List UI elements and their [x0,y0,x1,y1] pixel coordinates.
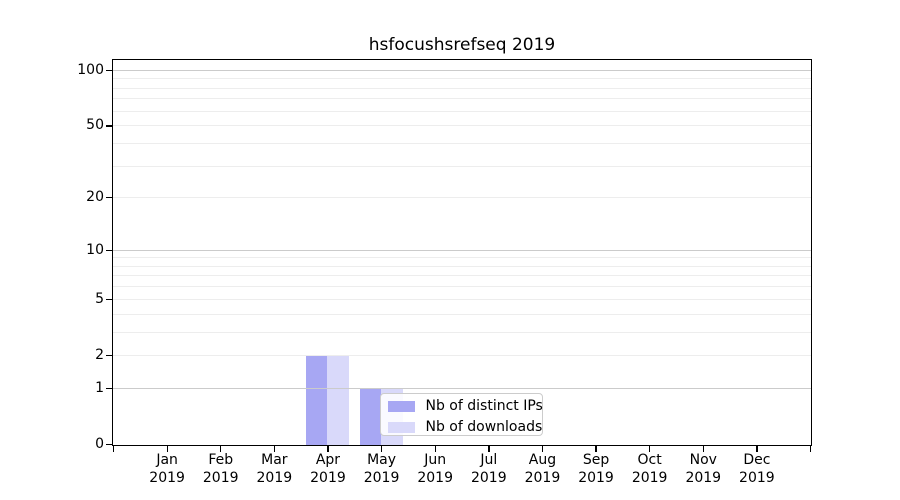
legend: Nb of distinct IPs Nb of downloads [379,392,543,436]
y-tick-label: 0 [95,436,104,452]
x-tick-mark [702,446,704,452]
plot-area: Nb of distinct IPs Nb of downloads [112,59,812,446]
x-tick-mark [380,446,383,452]
x-tick-label: Feb 2019 [189,452,253,487]
x-tick-year: 2019 [685,469,722,486]
y-tick-mark [106,125,113,127]
bar-apr-series0 [306,355,328,445]
y-tick-mark [106,197,113,199]
x-tick-year: 2019 [417,469,453,486]
gridline-minor [113,313,811,315]
x-tick-year: 2019 [256,469,293,486]
x-tick-label: Dec 2019 [725,452,789,487]
x-tick-year: 2019 [739,469,775,486]
x-tick-month: Apr [315,452,341,468]
x-tick-year: 2019 [149,469,185,486]
x-tick-mark [166,446,168,452]
x-tick-label: Jun 2019 [403,452,467,487]
gridline-minor [113,331,811,333]
gridline-major [113,387,811,389]
gridline-minor [113,265,811,267]
x-tick-label: Oct 2019 [618,452,682,487]
x-tick-year: 2019 [578,469,614,486]
x-tick-month: Mar [261,452,288,468]
gridline-minor [113,98,811,100]
gridline-minor [113,298,811,300]
x-tick-mark [273,446,276,452]
y-tick-mark [106,387,113,390]
x-tick-mark [220,446,222,452]
legend-item-distinct-ips: Nb of distinct IPs [387,398,543,415]
x-tick-mark [756,446,758,452]
gridline-minor [113,110,811,112]
gridline-minor [113,87,811,89]
x-tick-label: Apr 2019 [296,452,360,487]
gridline-major [113,249,811,251]
gridline-minor [113,142,811,144]
x-tick-year: 2019 [310,469,346,486]
x-tick-label: Jul 2019 [457,452,521,487]
x-tick-month: Jan [156,452,178,468]
x-tick-label: May 2019 [350,452,414,487]
x-tick-month: Jul [480,452,498,468]
y-tick-label: 20 [86,189,104,206]
x-tick-label: Mar 2019 [242,452,306,487]
x-tick-month: Sep [582,452,610,468]
x-tick-label: Aug 2019 [510,452,574,487]
x-tick-mark [541,446,544,452]
gridline-minor [113,354,811,356]
y-tick-mark [106,354,113,357]
x-tick-mark [112,446,115,452]
x-tick-year: 2019 [470,469,507,486]
x-tick-month: Nov [689,452,717,468]
x-tick-label: Nov 2019 [671,452,735,487]
y-tick-label: 2 [95,346,104,363]
legend-swatch-distinct-ips-icon [387,400,415,412]
x-tick-month: Feb [208,452,234,468]
bar-may-series0 [359,388,382,445]
legend-label-downloads: Nb of downloads [425,419,543,435]
x-tick-mark [595,446,597,452]
gridline-minor [113,125,811,127]
x-tick-year: 2019 [631,469,668,486]
gridline-minor [113,257,811,259]
y-tick-mark [106,249,113,251]
gridline-minor [113,78,811,80]
x-tick-mark [434,446,436,452]
x-tick-mark [809,446,812,452]
y-tick-label: 5 [95,290,104,307]
x-tick-month: Dec [743,452,771,468]
x-tick-year: 2019 [202,469,239,486]
y-tick-label: 1 [95,379,104,396]
y-tick-mark [106,444,113,446]
y-tick-label: 10 [86,241,104,258]
legend-label-distinct-ips: Nb of distinct IPs [425,398,543,414]
chart-title: hsfocushsrefseq 2019 [368,35,556,55]
x-tick-year: 2019 [363,469,400,486]
gridline-minor [113,275,811,277]
gridline-minor [113,286,811,288]
x-tick-month: May [367,452,397,468]
x-tick-year: 2019 [524,469,561,486]
legend-swatch-downloads-icon [387,421,415,433]
x-tick-month: Jun [424,452,447,468]
gridline-minor [113,197,811,199]
x-tick-month: Aug [528,452,557,468]
bar-apr-series1 [327,355,349,445]
x-tick-mark [649,446,651,452]
gridline-major [113,69,811,71]
x-tick-month: Oct [637,452,662,468]
y-tick-mark [106,69,113,72]
y-tick-label: 100 [77,61,104,78]
y-tick-label: 50 [86,117,104,134]
gridline-minor [113,165,811,167]
x-tick-label: Jan 2019 [135,452,199,487]
y-tick-mark [106,298,113,301]
x-tick-mark [488,446,490,452]
x-tick-mark [327,446,329,452]
x-tick-label: Sep 2019 [564,452,628,487]
legend-item-downloads: Nb of downloads [387,419,542,436]
